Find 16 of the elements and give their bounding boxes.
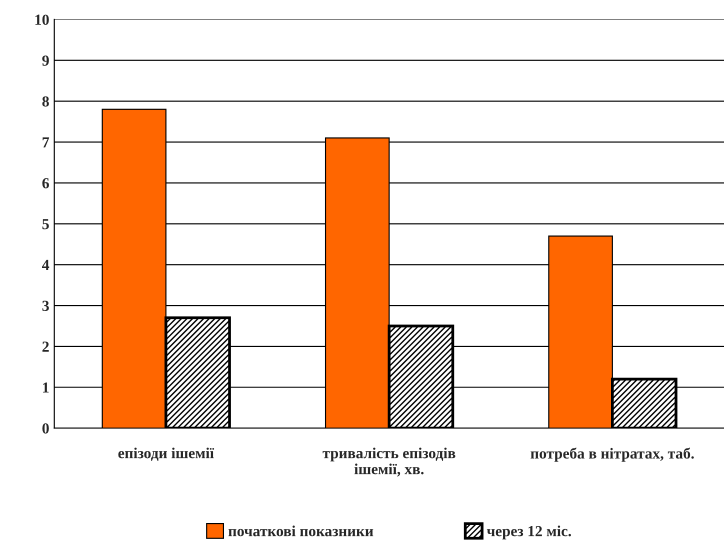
y-tick-label: 5	[42, 219, 49, 230]
x-tick-label: потреба в нітратах, таб.	[530, 448, 694, 462]
y-tick-label: 1	[43, 382, 49, 393]
legend-label: через 12 міс.	[486, 526, 571, 540]
y-tick-label: 4	[42, 260, 50, 270]
x-tick-label: тривалість епізодів ішемії, хв.	[322, 448, 456, 477]
y-tick-label: 3	[42, 300, 49, 311]
legend-label: початкові показники	[228, 526, 374, 536]
y-tick-label: 9	[42, 56, 49, 66]
y-tick-label: 8	[42, 96, 49, 107]
y-tick-label: 7	[42, 137, 50, 148]
y-tick-label: 0	[42, 423, 49, 434]
y-tick-label: 2	[42, 342, 49, 352]
x-tick-label: епізоди ішемії	[118, 448, 214, 461]
y-tick-label: 6	[42, 178, 49, 188]
y-tick-label: 10	[35, 14, 49, 25]
